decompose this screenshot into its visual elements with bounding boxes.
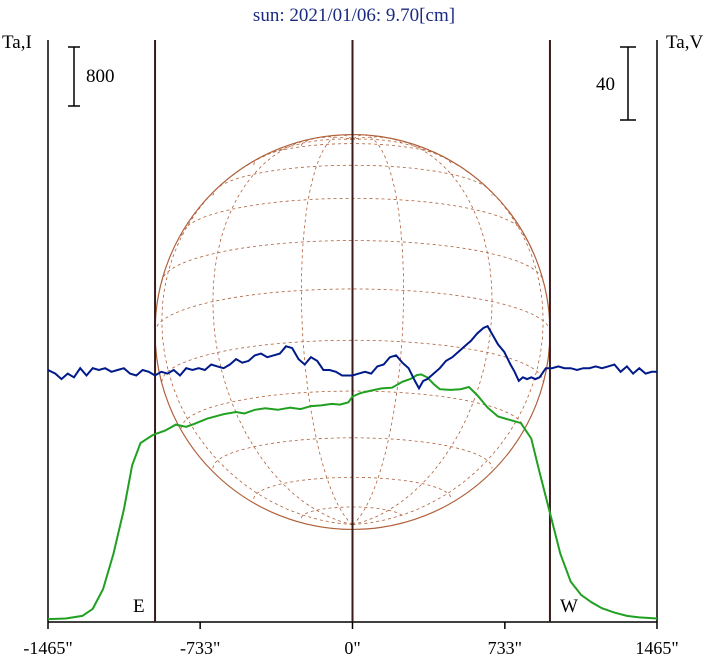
x-tick-label: 1465": [635, 638, 678, 658]
disk-meridian: [161, 138, 353, 526]
disk-parallel: [212, 437, 493, 469]
x-tick-label: -1465": [23, 638, 72, 658]
right-axis-label: Ta,V: [666, 32, 703, 53]
intensity-scale-value: 800: [86, 66, 115, 87]
disk-meridian: [352, 136, 493, 526]
disk-parallel: [161, 240, 544, 283]
disk-meridian: [352, 138, 544, 526]
x-axis-ticks: -1465" -733" 0" 733" 1465": [23, 622, 679, 658]
x-tick-label: 733": [488, 638, 522, 658]
x-tick-label: 0": [344, 638, 360, 658]
polarization-scale-bar: [620, 46, 636, 121]
polarization-scale-value: 40: [596, 74, 615, 95]
east-label: E: [133, 596, 145, 617]
intensity-scale-bar: [68, 46, 80, 107]
disk-parallel: [212, 164, 493, 196]
disk-meridian: [300, 134, 353, 525]
west-label: W: [560, 596, 578, 617]
disk-meridian: [212, 136, 353, 526]
disk-parallel: [161, 339, 544, 382]
left-axis-label: Ta,I: [2, 32, 32, 53]
chart-title: sun: 2021/01/06: 9.70[cm]: [253, 5, 455, 26]
series-line-intensity: [47, 373, 658, 621]
disk-meridian: [352, 134, 405, 525]
series-line-polarization: [47, 324, 657, 391]
x-tick-label: -733": [180, 638, 220, 658]
